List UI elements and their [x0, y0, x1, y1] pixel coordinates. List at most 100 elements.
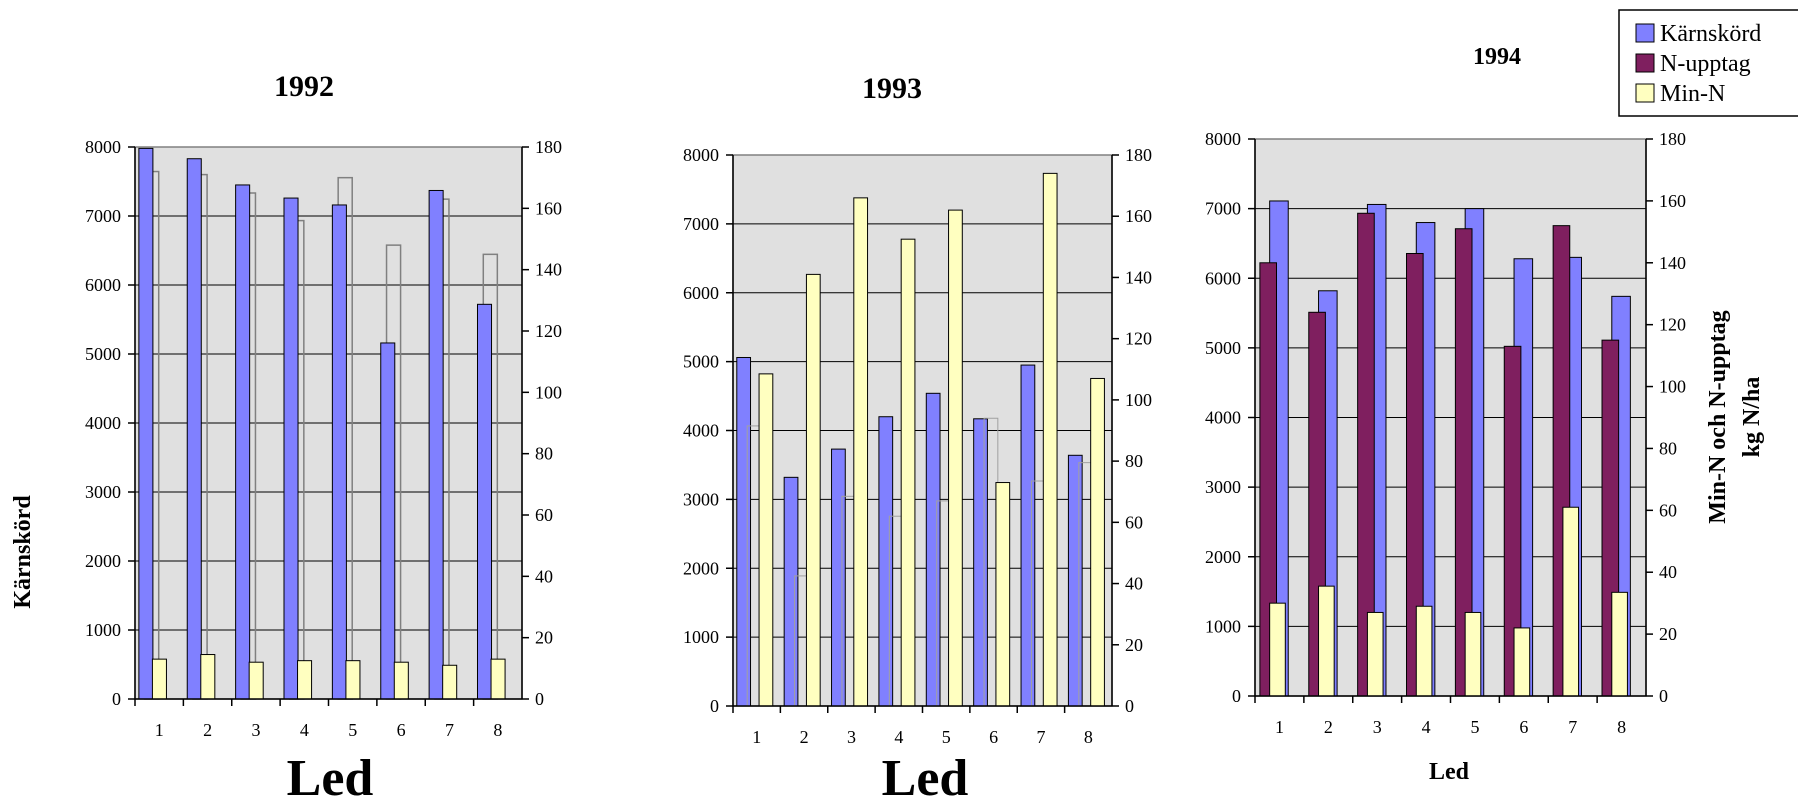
bar-karnskord [973, 418, 988, 707]
legend-swatch [1635, 83, 1655, 103]
right-y-axis-label: Min-N och N-upptag [1705, 310, 1731, 523]
right-tick-label: 120 [535, 321, 562, 341]
bar-karnskord [736, 356, 752, 707]
right-tick-label: 0 [1659, 686, 1668, 706]
right-tick-label: 20 [1125, 635, 1143, 655]
bar-min-n [248, 661, 264, 700]
bar-min-n [297, 660, 313, 700]
left-tick-label: 3000 [1205, 477, 1241, 497]
bar-min-n [151, 658, 167, 700]
bar-min-n [490, 658, 506, 700]
left-tick-label: 6000 [683, 283, 719, 303]
x-tick-label: 1 [1275, 717, 1284, 737]
right-tick-label: 180 [535, 137, 562, 157]
chart-title: 1992 [274, 70, 334, 103]
chart-title: 1994 [1473, 44, 1521, 70]
bar-min-n [758, 373, 774, 707]
right-tick-label: 180 [1659, 129, 1686, 149]
left-tick-label: 1000 [1205, 616, 1241, 636]
legend-swatch [1635, 53, 1655, 73]
x-axis-label: Led [882, 750, 969, 805]
left-tick-label: 8000 [1205, 129, 1241, 149]
left-tick-label: 7000 [683, 214, 719, 234]
bar-min-n [1611, 591, 1628, 697]
right-tick-label: 40 [535, 566, 553, 586]
x-tick-label: 1 [752, 727, 761, 747]
bar-karnskord [878, 416, 894, 707]
right-tick-label: 20 [535, 628, 553, 648]
left-tick-label: 1000 [683, 627, 719, 647]
bar-karnskord [138, 147, 154, 700]
x-tick-label: 7 [1568, 717, 1577, 737]
chart-1994: 0 1000 2000 3000 4000 5000 6000 7000 8000 0 20 40 60… [1205, 44, 1765, 785]
left-tick-label: 7000 [85, 206, 121, 226]
bar-karnskord [1020, 364, 1036, 707]
right-tick-label: 100 [1659, 377, 1686, 397]
bar-min-n [900, 238, 916, 707]
bar-karnskord [476, 303, 493, 700]
left-tick-label: 4000 [85, 413, 121, 433]
bar-min-n [345, 660, 361, 700]
right-tick-label: 0 [535, 689, 544, 709]
bar-min-n [853, 197, 869, 707]
bar-min-n [393, 661, 409, 700]
bar-min-n [805, 273, 821, 707]
right-tick-label: 60 [535, 505, 553, 525]
bar-min-n [1562, 506, 1580, 697]
x-tick-label: 6 [989, 727, 998, 747]
x-tick-label: 3 [847, 727, 856, 747]
left-tick-label: 0 [112, 689, 121, 709]
left-tick-label: 8000 [85, 137, 121, 157]
right-tick-label: 60 [1659, 500, 1677, 520]
legend-swatch [1635, 23, 1655, 43]
bar-karnskord [831, 448, 846, 707]
right-tick-label: 100 [1125, 390, 1152, 410]
legend: Kärnskörd N-upptag Min-N [1618, 9, 1798, 117]
right-tick-label: 120 [1659, 315, 1686, 335]
bar-karnskord [235, 184, 251, 700]
bar-min-n [995, 482, 1011, 707]
left-tick-label: 0 [710, 696, 719, 716]
right-tick-label: 140 [1659, 253, 1686, 273]
right-tick-label: 80 [1659, 438, 1677, 458]
bar-min-n [1269, 602, 1286, 697]
bar-karnskord [331, 204, 347, 700]
x-tick-label: 7 [445, 720, 454, 740]
x-tick-label: 1 [155, 720, 164, 740]
bar-karnskord [1067, 454, 1083, 707]
right-tick-label: 80 [535, 444, 553, 464]
right-tick-label: 160 [1659, 191, 1686, 211]
right-tick-label: 60 [1125, 512, 1143, 532]
right-tick-label: 0 [1125, 696, 1134, 716]
x-tick-label: 8 [1084, 727, 1093, 747]
x-tick-label: 3 [251, 720, 260, 740]
bar-karnskord [283, 197, 299, 700]
bar-min-n [948, 209, 963, 707]
x-tick-label: 2 [800, 727, 809, 747]
left-tick-label: 5000 [85, 344, 121, 364]
x-tick-label: 5 [1470, 717, 1479, 737]
bar-min-n [1042, 172, 1058, 707]
left-tick-label: 5000 [1205, 338, 1241, 358]
bar-min-n [1318, 585, 1335, 697]
right-tick-label: 20 [1659, 624, 1677, 644]
right-tick-label: 140 [535, 260, 562, 280]
x-tick-label: 6 [1519, 717, 1528, 737]
bar-karnskord [925, 392, 941, 707]
bar-min-n [442, 664, 458, 700]
legend-label: N-upptag [1660, 51, 1751, 77]
right-tick-label: 100 [535, 382, 562, 402]
right-tick-label: 160 [535, 198, 562, 218]
bar-min-n [1415, 605, 1433, 697]
x-tick-label: 3 [1373, 717, 1382, 737]
bar-min-n [1464, 611, 1482, 697]
chart-title: 1993 [862, 72, 922, 105]
right-tick-label: 160 [1125, 206, 1152, 226]
x-tick-label: 8 [1617, 717, 1626, 737]
left-tick-label: 1000 [85, 620, 121, 640]
legend-label: Kärnskörd [1660, 21, 1761, 47]
x-tick-label: 4 [894, 727, 903, 747]
left-tick-label: 6000 [85, 275, 121, 295]
x-tick-label: 6 [397, 720, 406, 740]
